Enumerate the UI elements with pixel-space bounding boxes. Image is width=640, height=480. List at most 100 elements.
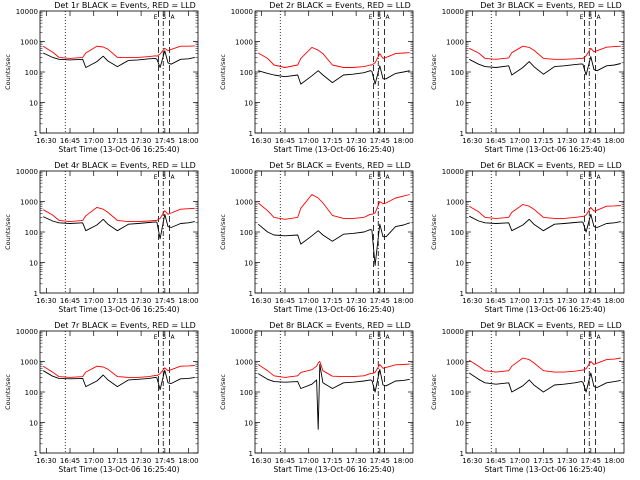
marker-label-s: S	[588, 174, 592, 181]
detector-panel-2: Det 2r BLACK = Events, RED = LLD 1 10 100 10…	[219, 1, 414, 154]
y-tick-label: 10000	[442, 168, 464, 176]
x-tick-label: 17:45	[370, 457, 390, 465]
x-tick-label: 17:30	[346, 137, 366, 145]
x-tick-label: 16:45	[486, 297, 506, 305]
detector-panel-8: Det 8r BLACK = Events, RED = LLD 1 10 100 10…	[219, 321, 414, 474]
y-tick-label: 10	[244, 260, 253, 268]
x-tick-label: 16:45	[60, 137, 80, 145]
x-tick-label: 17:00	[299, 297, 319, 305]
events-series-line	[468, 372, 621, 393]
x-tick-label: 16:45	[486, 457, 506, 465]
x-tick-label: 18:00	[604, 457, 624, 465]
x-tick-label: 17:00	[84, 297, 104, 305]
x-tick-label: 16:30	[462, 297, 482, 305]
x-tick-label: 17:15	[322, 457, 342, 465]
y-tick-label: 10	[455, 420, 464, 428]
marker-label-e: E	[154, 334, 158, 341]
x-tick-label: 18:00	[393, 297, 413, 305]
x-tick-label: 17:15	[322, 297, 342, 305]
x-tick-label: 17:45	[370, 137, 390, 145]
lld-series-line	[468, 357, 621, 373]
x-axis-label: Start Time (13-Oct-06 16:25:40)	[273, 305, 394, 314]
marker-label-s: S	[588, 14, 592, 21]
y-tick-label: 10	[455, 260, 464, 268]
y-tick-label: 10000	[442, 8, 464, 16]
x-tick-label: 17:00	[84, 137, 104, 145]
plot-frame	[39, 170, 199, 294]
events-series-line	[42, 369, 195, 391]
events-series-line	[468, 56, 621, 76]
x-tick-label: 16:30	[36, 137, 56, 145]
x-tick-label: 18:00	[604, 297, 624, 305]
x-tick-label: 16:45	[486, 137, 506, 145]
marker-label-a: A	[171, 334, 176, 341]
x-tick-label: 17:30	[557, 457, 577, 465]
y-tick-label: 1000	[446, 359, 464, 367]
plot-frame	[465, 330, 625, 454]
marker-label-s: S	[162, 334, 166, 341]
x-tick-label: 17:45	[581, 297, 601, 305]
marker-label-a: A	[597, 334, 602, 341]
chart-title: Det 7r BLACK = Events, RED = LLD	[54, 321, 196, 330]
y-tick-label: 10	[455, 100, 464, 108]
detector-panel-9: Det 9r BLACK = Events, RED = LLD 1 10 100 10…	[430, 321, 625, 474]
y-axis-label: Counts/sec	[4, 374, 12, 410]
marker-label-e: E	[580, 14, 584, 21]
y-tick-label: 100	[25, 229, 38, 237]
x-tick-label: 16:45	[60, 457, 80, 465]
marker-label-a: A	[386, 174, 391, 181]
x-tick-label: 17:15	[322, 137, 342, 145]
x-tick-label: 17:45	[581, 457, 601, 465]
x-tick-label: 17:00	[299, 457, 319, 465]
x-tick-label: 16:45	[275, 297, 295, 305]
y-tick-label: 10000	[16, 328, 38, 336]
detector-panel-4: Det 4r BLACK = Events, RED = LLD 1 10 100 10…	[4, 161, 199, 314]
x-tick-label: 16:30	[36, 297, 56, 305]
x-tick-label: 16:30	[462, 137, 482, 145]
y-tick-label: 10	[29, 260, 38, 268]
y-tick-label: 1	[249, 130, 253, 138]
y-tick-label: 1000	[20, 359, 38, 367]
x-tick-label: 17:45	[155, 457, 175, 465]
x-tick-label: 18:00	[393, 137, 413, 145]
plot-frame	[39, 10, 199, 134]
marker-label-e: E	[580, 174, 584, 181]
y-tick-label: 1	[34, 130, 38, 138]
events-series-line	[43, 50, 195, 68]
y-axis-label: Counts/sec	[4, 214, 12, 250]
y-tick-label: 10000	[231, 328, 253, 336]
y-tick-label: 10	[29, 420, 38, 428]
x-tick-label: 17:30	[131, 137, 151, 145]
chart-title: Det 6r BLACK = Events, RED = LLD	[480, 161, 622, 170]
x-tick-label: 17:15	[533, 137, 553, 145]
chart-title: Det 1r BLACK = Events, RED = LLD	[54, 1, 196, 10]
x-tick-label: 16:30	[251, 457, 271, 465]
x-tick-label: 17:00	[84, 457, 104, 465]
x-tick-label: 16:30	[462, 457, 482, 465]
x-tick-label: 17:30	[131, 297, 151, 305]
lld-series-line	[468, 204, 621, 219]
detector-panel-3: Det 3r BLACK = Events, RED = LLD 1 10 100 10…	[430, 1, 625, 154]
marker-label-s: S	[588, 334, 592, 341]
y-tick-label: 100	[240, 389, 253, 397]
y-tick-label: 10	[244, 420, 253, 428]
y-tick-label: 100	[25, 389, 38, 397]
y-axis-label: Counts/sec	[430, 54, 438, 90]
x-tick-label: 17:00	[510, 137, 530, 145]
x-axis-label: Start Time (13-Oct-06 16:25:40)	[273, 465, 394, 474]
events-series-line	[257, 364, 410, 430]
y-tick-label: 100	[451, 229, 464, 237]
y-axis-label: Counts/sec	[430, 214, 438, 250]
x-tick-label: 18:00	[393, 457, 413, 465]
x-tick-label: 17:30	[346, 457, 366, 465]
marker-label-e: E	[154, 174, 158, 181]
x-tick-label: 17:45	[155, 297, 175, 305]
marker-label-e: E	[369, 174, 373, 181]
lld-series-line	[257, 194, 410, 220]
y-tick-label: 1	[249, 450, 253, 458]
y-tick-label: 100	[451, 69, 464, 77]
y-tick-label: 1	[34, 290, 38, 298]
x-tick-label: 16:30	[36, 457, 56, 465]
detector-panel-5: Det 5r BLACK = Events, RED = LLD 1 10 100 10…	[219, 161, 414, 314]
chart-title: Det 3r BLACK = Events, RED = LLD	[480, 1, 622, 10]
